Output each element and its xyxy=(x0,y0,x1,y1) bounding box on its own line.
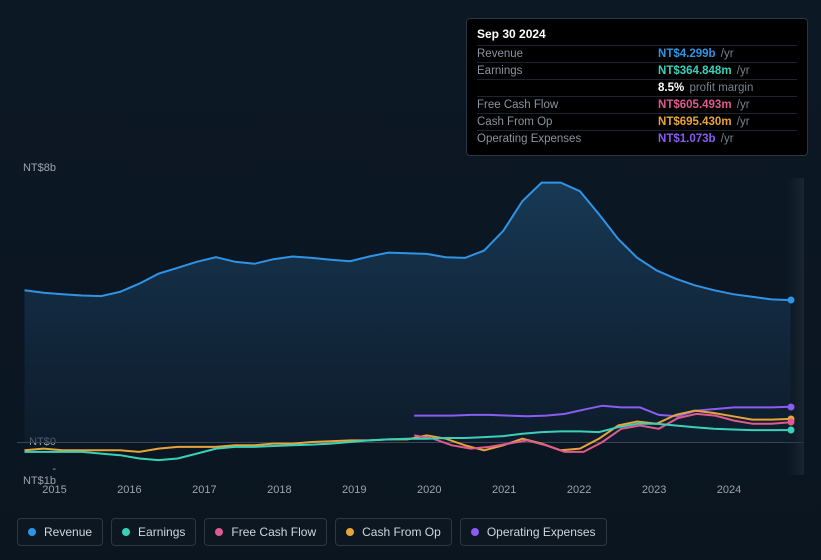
tooltip-row-label: Free Cash Flow xyxy=(477,97,658,114)
legend-item-opex[interactable]: Operating Expenses xyxy=(460,518,607,546)
earnings-end-dot xyxy=(787,427,794,434)
revenue-dot-icon xyxy=(28,528,36,536)
legend-item-earnings[interactable]: Earnings xyxy=(111,518,196,546)
x-tick-label: 2015 xyxy=(42,484,66,496)
tooltip-row-label: Cash From Op xyxy=(477,114,658,131)
x-tick-label: 2021 xyxy=(492,484,516,496)
x-tick-label: 2017 xyxy=(192,484,216,496)
revenue-end-dot xyxy=(787,297,794,304)
legend-label: Free Cash Flow xyxy=(231,525,316,539)
tooltip-row-label xyxy=(477,80,658,97)
legend-item-revenue[interactable]: Revenue xyxy=(17,518,103,546)
legend-item-cash_from_op[interactable]: Cash From Op xyxy=(335,518,452,546)
legend-label: Revenue xyxy=(44,525,92,539)
earnings-dot-icon xyxy=(122,528,130,536)
x-tick-label: 2018 xyxy=(267,484,291,496)
tooltip-row-value: NT$364.848m /yr xyxy=(658,63,797,80)
free_cash_flow-dot-icon xyxy=(215,528,223,536)
tooltip-row-value: NT$4.299b /yr xyxy=(658,46,797,63)
legend-label: Earnings xyxy=(138,525,185,539)
legend-item-free_cash_flow[interactable]: Free Cash Flow xyxy=(204,518,327,546)
opex-dot-icon xyxy=(471,528,479,536)
y-tick-label: NT$8b xyxy=(20,162,56,174)
x-tick-label: 2016 xyxy=(117,484,141,496)
tooltip-row-value: NT$1.073b /yr xyxy=(658,131,797,148)
x-tick-label: 2020 xyxy=(417,484,441,496)
tooltip-row-label: Revenue xyxy=(477,46,658,63)
data-tooltip: Sep 30 2024 RevenueNT$4.299b /yrEarnings… xyxy=(466,18,808,156)
tooltip-title: Sep 30 2024 xyxy=(477,27,797,41)
opex-end-dot xyxy=(787,403,794,410)
x-tick-label: 2019 xyxy=(342,484,366,496)
tooltip-row-value: NT$605.493m /yr xyxy=(658,97,797,114)
legend-label: Cash From Op xyxy=(362,525,441,539)
financials-chart xyxy=(17,178,804,475)
tooltip-row-value: 8.5% profit margin xyxy=(658,80,797,97)
tooltip-row-label: Earnings xyxy=(477,63,658,80)
tooltip-row-value: NT$695.430m /yr xyxy=(658,114,797,131)
cash_from_op-dot-icon xyxy=(346,528,354,536)
fcf-end-dot xyxy=(787,419,794,426)
tooltip-row-label: Operating Expenses xyxy=(477,131,658,148)
x-tick-label: 2022 xyxy=(567,484,591,496)
revenue-area xyxy=(25,183,791,442)
chart-legend: Revenue Earnings Free Cash Flow Cash From O… xyxy=(17,518,607,546)
x-tick-label: 2023 xyxy=(642,484,666,496)
legend-label: Operating Expenses xyxy=(487,525,596,539)
x-tick-label: 2024 xyxy=(717,484,741,496)
